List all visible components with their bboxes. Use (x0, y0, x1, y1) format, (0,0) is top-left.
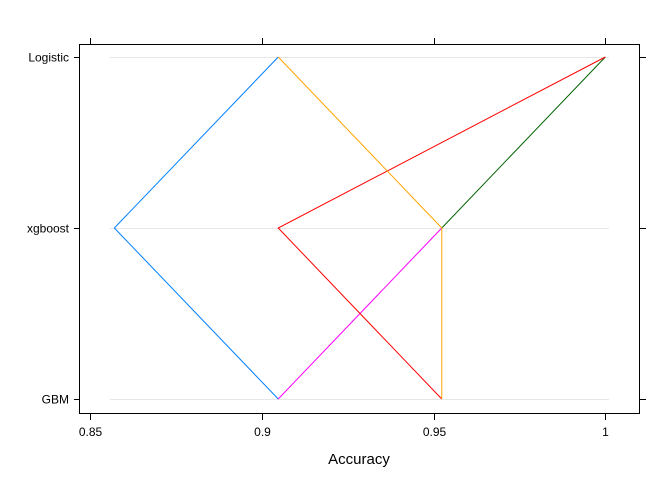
series-line-1 (113, 56, 279, 400)
x-tick-label-2: 0.9 (254, 425, 271, 439)
y-tick-label-xgboost: xgboost (27, 222, 70, 236)
y-tick-label-logistic: Logistic (28, 51, 69, 65)
series-lines (113, 56, 606, 400)
y-tick-label-gbm: GBM (42, 393, 69, 407)
x-tick-label-1: 0.85 (79, 425, 103, 439)
series-line-3 (441, 56, 606, 229)
x-tick-label-3: 0.95 (423, 425, 447, 439)
reference-lines (110, 57, 609, 400)
y-axis: Logistic xgboost GBM (27, 51, 646, 407)
series-line-5 (277, 56, 443, 399)
x-axis-title: Accuracy (328, 451, 390, 468)
x-tick-label-4: 1 (602, 425, 609, 439)
series-line-4 (277, 56, 606, 400)
x-axis: 0.85 0.9 0.95 1 (79, 38, 609, 439)
